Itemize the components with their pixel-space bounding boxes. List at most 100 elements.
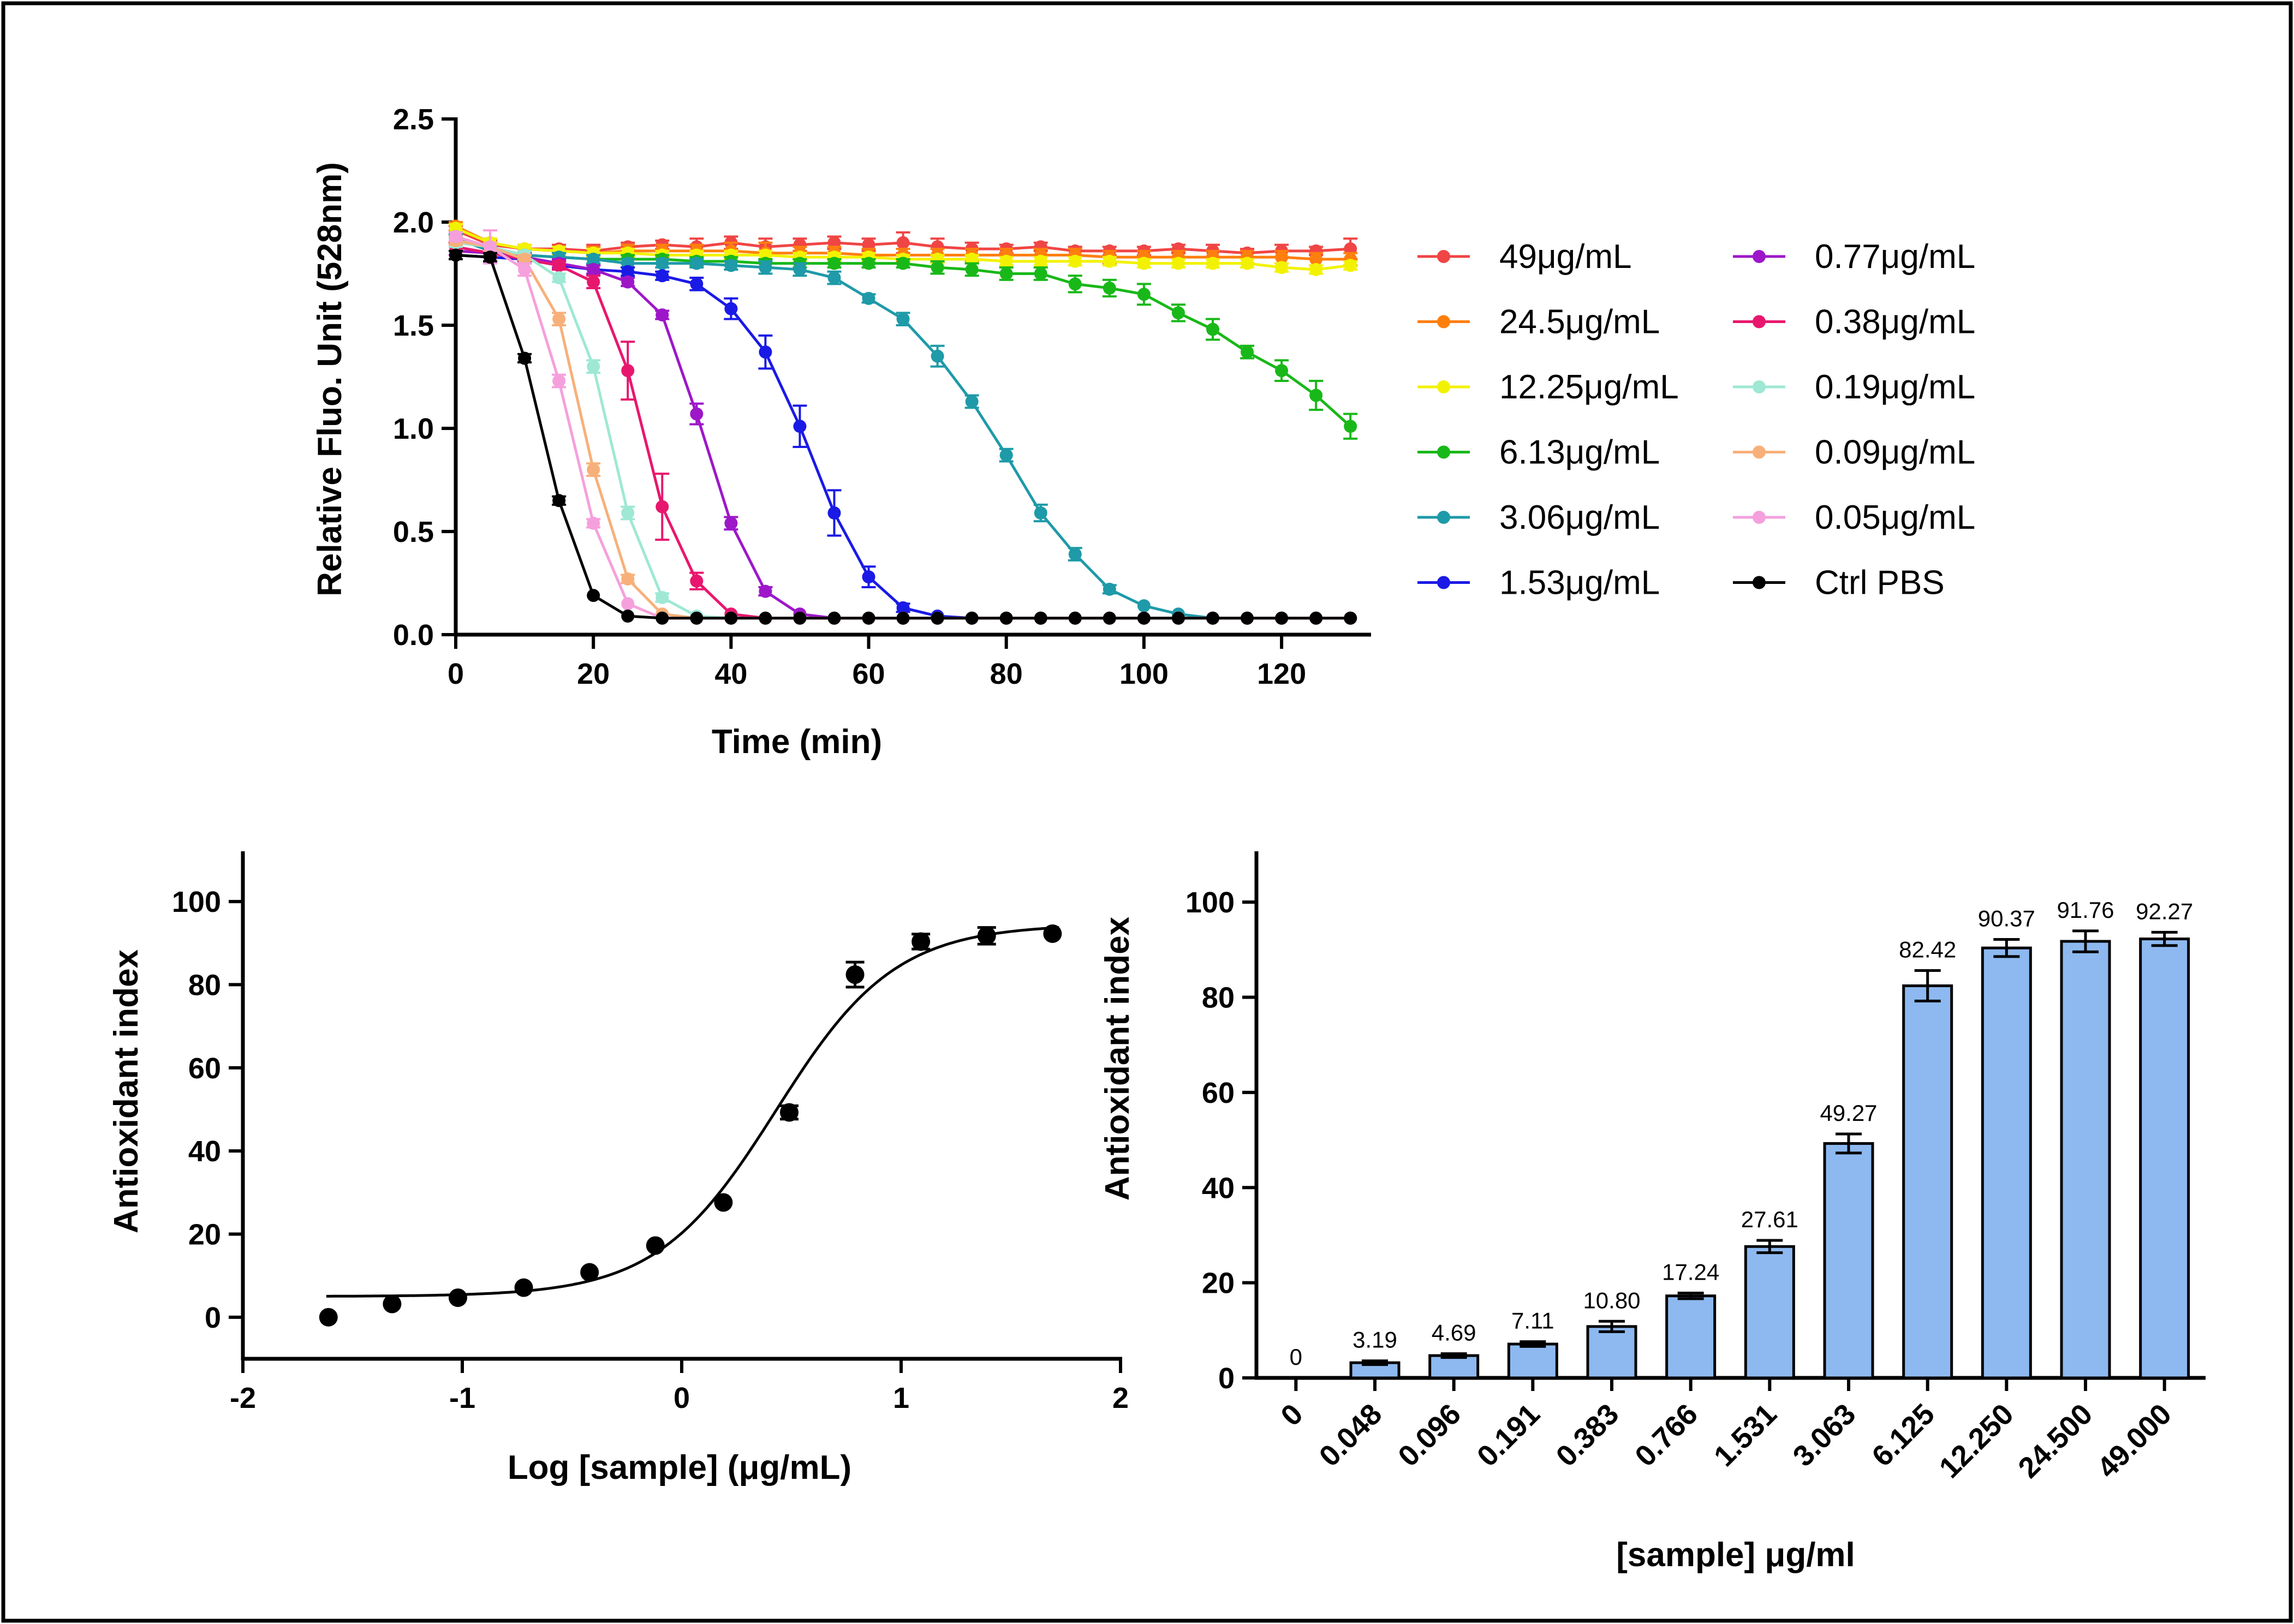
data-point	[587, 262, 600, 276]
data-point	[383, 1294, 402, 1313]
data-point	[580, 1263, 599, 1282]
legend-swatch-marker	[1437, 250, 1450, 263]
data-point	[724, 302, 738, 315]
data-point	[1171, 306, 1185, 320]
data-point	[896, 611, 910, 625]
legend-label: 0.09μg/mL	[1815, 434, 1975, 471]
y-tick-label: 2.0	[393, 206, 434, 239]
sigmoid-fit-curve	[326, 926, 1059, 1298]
data-point	[646, 1236, 665, 1255]
legend-swatch-marker	[1753, 250, 1766, 263]
bar-3.063	[1823, 1142, 1874, 1380]
legend-swatch-marker	[1753, 576, 1766, 589]
data-point	[319, 1307, 338, 1327]
data-point	[1043, 924, 1062, 943]
data-point	[1344, 420, 1357, 433]
data-point	[793, 262, 807, 276]
time-course-plot-area: 0 20 40 60 80 100 120 0.0 0.5 1.0 1.5 2.0 2.5	[393, 103, 1371, 690]
legend-label: 12.25μg/mL	[1499, 368, 1679, 406]
y-tick-label: 0	[1218, 1362, 1235, 1395]
data-point	[1103, 254, 1116, 268]
data-point	[759, 611, 772, 625]
data-point	[793, 420, 807, 433]
data-point	[1068, 254, 1082, 268]
data-point	[1137, 256, 1151, 270]
data-point	[1068, 611, 1082, 625]
error-bar	[1836, 1132, 1862, 1155]
data-point	[552, 494, 566, 507]
legend-swatch-marker	[1437, 380, 1450, 393]
data-point	[621, 275, 635, 289]
time-course-legend: 49μg/mL 24.5μg/mL 12.25μg/mL 6.13μg/mL 3.06μ…	[1417, 238, 1975, 602]
data-point	[449, 230, 462, 243]
data-point	[1137, 599, 1151, 613]
data-point	[827, 506, 841, 520]
y-tick-label: 40	[1202, 1172, 1235, 1204]
legend-item-0.19: 0.19μg/mL	[1733, 368, 1975, 406]
data-point	[1206, 256, 1219, 270]
x-tick-label: 0	[448, 658, 464, 690]
bar-1.531	[1744, 1245, 1795, 1380]
y-tick-label: 0.0	[393, 619, 434, 652]
data-point	[759, 584, 772, 598]
data-point	[1068, 277, 1082, 291]
x-tick-label: -2	[230, 1382, 256, 1414]
data-point	[518, 351, 532, 365]
data-point	[827, 256, 841, 270]
legend-item-49: 49μg/mL	[1417, 238, 1632, 276]
data-point	[621, 506, 635, 520]
data-point	[1034, 267, 1047, 280]
legend-item-6.13: 6.13μg/mL	[1417, 434, 1660, 471]
data-point	[724, 259, 738, 272]
data-point	[896, 312, 910, 326]
y-tick-label: 0	[205, 1301, 221, 1334]
data-point	[552, 374, 566, 388]
bar-value-label: 91.76	[2057, 897, 2114, 923]
bar-value-label: 82.42	[1899, 937, 1956, 963]
data-point	[690, 611, 704, 625]
data-point	[621, 572, 635, 586]
data-point	[862, 570, 875, 584]
data-point	[862, 291, 875, 305]
bar-chart-x-axis-title: [sample] μg/ml	[1616, 1536, 1855, 1574]
error-bar	[2151, 930, 2178, 947]
bar-49.000	[2139, 938, 2190, 1380]
data-point	[621, 364, 635, 378]
y-tick-label: 40	[188, 1135, 221, 1168]
legend-item-ctrl: Ctrl PBS	[1733, 564, 1945, 602]
data-point	[1103, 582, 1116, 596]
data-point	[931, 261, 944, 274]
legend-swatch-marker	[1753, 315, 1766, 329]
error-bar	[1520, 1340, 1546, 1348]
data-point	[1171, 256, 1185, 270]
legend-swatch-marker	[1437, 511, 1450, 524]
y-tick-label: 2.5	[393, 103, 434, 136]
x-tick-label: 60	[853, 658, 885, 690]
data-point	[1241, 345, 1254, 359]
bar-6.125	[1902, 984, 1953, 1380]
data-point	[862, 611, 875, 625]
x-tick-label: 40	[714, 658, 747, 690]
legend-item-12.25: 12.25μg/mL	[1417, 368, 1679, 406]
legend-label: 0.77μg/mL	[1815, 238, 1975, 276]
data-point	[449, 248, 462, 262]
data-point	[1034, 254, 1047, 268]
data-point	[552, 259, 566, 272]
data-point	[1103, 281, 1116, 295]
legend-label: 1.53μg/mL	[1499, 564, 1660, 602]
legend-label: 6.13μg/mL	[1499, 434, 1660, 471]
dose-response-x-axis-title: Log [sample] (μg/mL)	[508, 1449, 851, 1486]
bar-value-label: 90.37	[1978, 905, 2035, 931]
legend-label: 3.06μg/mL	[1499, 499, 1660, 536]
data-point	[1034, 506, 1047, 520]
bar-0.096	[1428, 1354, 1480, 1380]
data-point	[759, 345, 772, 359]
error-bar	[1599, 1320, 1625, 1333]
data-point	[514, 1278, 533, 1297]
data-point	[1068, 547, 1082, 561]
data-point	[965, 611, 979, 625]
data-point	[1309, 262, 1323, 276]
y-tick-label: 0.5	[393, 516, 434, 548]
data-point	[484, 240, 497, 254]
